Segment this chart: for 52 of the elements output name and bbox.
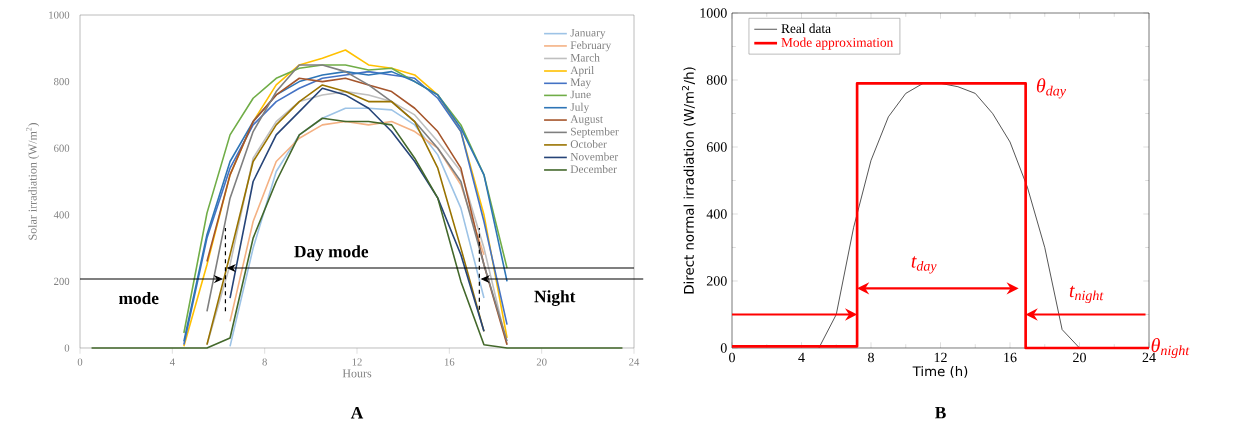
- y-tick-label: 200: [706, 276, 727, 286]
- y-tick-label: 1000: [49, 11, 70, 19]
- legend-label: Mode approximation: [781, 37, 894, 50]
- y-tick-label: 400: [53, 211, 70, 219]
- legend-label: December: [570, 165, 617, 174]
- x-tick-label: 20: [536, 358, 547, 366]
- x-tick-label: 4: [798, 352, 805, 362]
- y-tick-label: 0: [720, 343, 727, 353]
- legend-label: May: [570, 78, 592, 89]
- legend-label: September: [571, 127, 619, 138]
- y-tick-label: 800: [54, 78, 70, 86]
- x-axis-title: Time (h): [912, 365, 968, 378]
- legend-label: January: [570, 28, 606, 39]
- x-tick-label: 0: [729, 352, 735, 363]
- legend-label: August: [570, 115, 603, 126]
- y-tick-label: 1000: [700, 8, 727, 18]
- x-tick-label: 24: [629, 358, 640, 366]
- x-tick-label: 12: [934, 352, 947, 362]
- text: B: [935, 406, 946, 419]
- y-tick-label: 800: [706, 75, 727, 85]
- y-tick-label: 600: [706, 142, 727, 152]
- legend-label: Real data: [781, 23, 831, 33]
- x-tick-label: 4: [169, 358, 175, 366]
- y-tick-label: 200: [54, 277, 70, 285]
- legend-label: March: [570, 53, 600, 62]
- x-tick-label: 16: [444, 358, 455, 366]
- x-tick-label: 24: [1142, 352, 1156, 362]
- y-tick-label: 0: [64, 344, 70, 352]
- legend-label: April: [570, 66, 594, 77]
- x-tick-label: 8: [262, 358, 267, 366]
- y-tick-label: 600: [54, 144, 70, 152]
- legend-label: July: [570, 102, 590, 114]
- annotation: t$_{night}$: [1069, 285, 1104, 304]
- legend-label: November: [570, 152, 619, 161]
- annotation: θ$_{day}$: [1036, 78, 1066, 99]
- y-tick-label: 400: [706, 209, 727, 219]
- y-axis-title: Solar irradiation (W/m$^{2}$): [26, 123, 40, 240]
- legend-label: October: [570, 139, 607, 148]
- x-tick-label: 8: [868, 352, 874, 363]
- legend-label: June: [570, 90, 591, 99]
- y-axis-title: Direct normal irradiation (W/m$^{2}$/h): [681, 67, 696, 294]
- x-axis-title: Hours: [342, 369, 372, 378]
- annotation: Night: [534, 290, 576, 306]
- annotation: mode: [119, 291, 159, 305]
- text: A: [350, 406, 364, 419]
- x-tick-label: 16: [1004, 352, 1017, 363]
- x-tick-label: 0: [77, 358, 83, 366]
- legend-label: February: [570, 41, 612, 52]
- x-tick-label: 20: [1073, 352, 1086, 363]
- annotation: t$_{day}$: [911, 256, 937, 274]
- x-tick-label: 12: [352, 358, 362, 366]
- annotation: Day mode: [294, 245, 369, 261]
